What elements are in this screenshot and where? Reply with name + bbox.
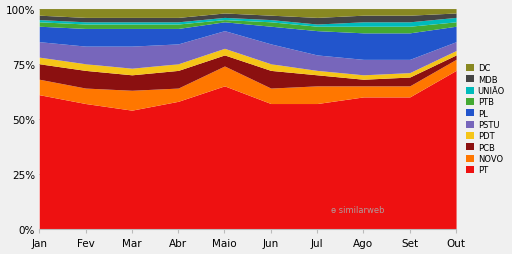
Text: ɵ similarweb: ɵ similarweb [331, 205, 385, 214]
Legend: DC, MDB, UNIÃO, PTB, PL, PSTU, PDT, PCB, NOVO, PT: DC, MDB, UNIÃO, PTB, PL, PSTU, PDT, PCB,… [464, 62, 507, 177]
